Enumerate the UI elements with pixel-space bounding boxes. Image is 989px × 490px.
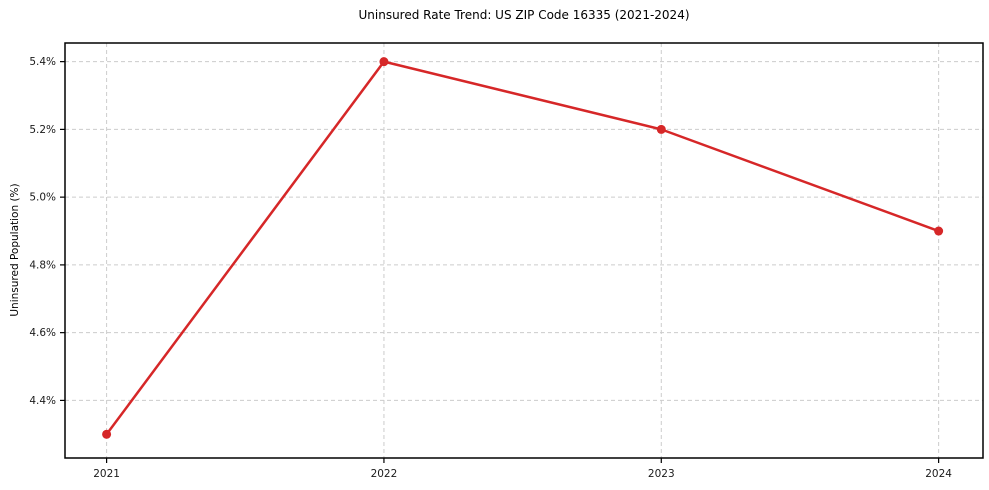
data-point: [102, 429, 112, 439]
trend-line: [105, 60, 940, 436]
data-point: [934, 226, 944, 236]
data-point: [656, 124, 666, 134]
data-point: [379, 57, 389, 67]
y-tick-label: 4.4%: [29, 395, 56, 407]
y-tick-label: 5.0%: [29, 192, 56, 204]
x-tick-label: 2024: [925, 468, 952, 480]
y-tick-label: 4.6%: [29, 327, 56, 339]
x-tick-label: 2022: [371, 468, 398, 480]
x-tick-label: 2021: [93, 468, 120, 480]
plot-frame: [64, 42, 984, 459]
y-tick-label: 4.8%: [29, 259, 56, 271]
x-tick-label: 2023: [648, 468, 675, 480]
chart-title: Uninsured Rate Trend: US ZIP Code 16335 …: [358, 8, 690, 22]
y-tick-label: 5.2%: [29, 124, 56, 136]
y-tick-label: 5.4%: [29, 56, 56, 68]
